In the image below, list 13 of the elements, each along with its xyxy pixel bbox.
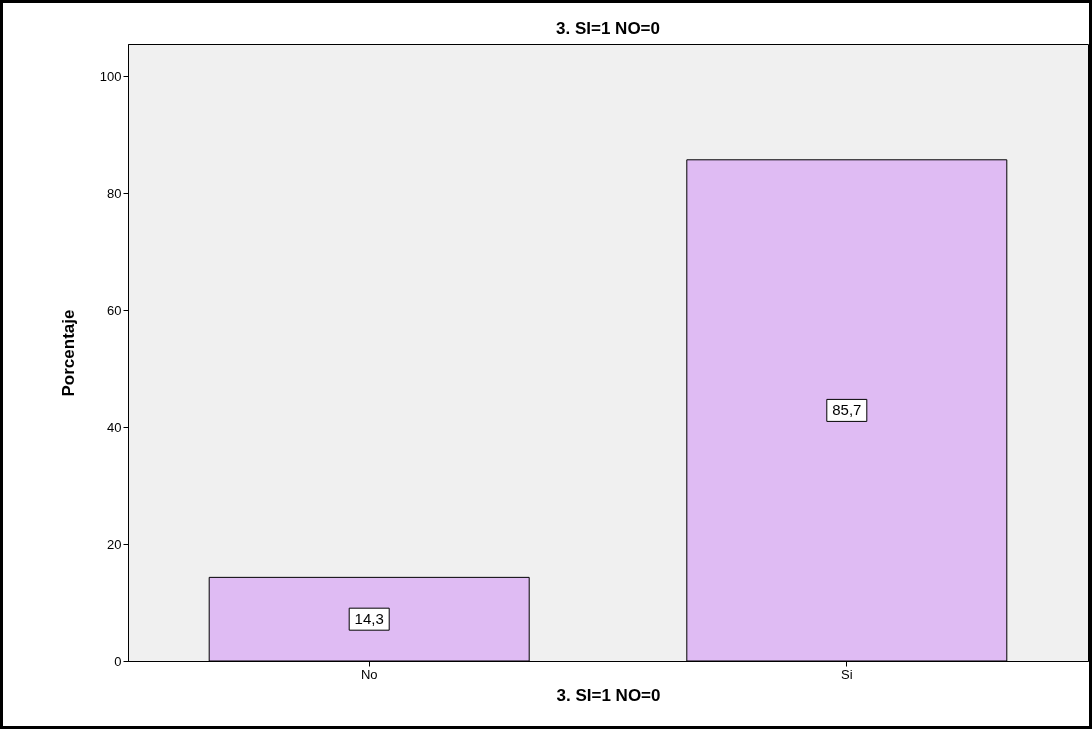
y-tick-label: 100 [99,68,122,84]
y-tick-label: 0 [114,653,122,669]
chart-title: 3. SI=1 NO=0 [556,19,660,38]
y-tick-label: 40 [107,419,122,435]
y-tick-label: 20 [107,536,122,552]
data-label: 85,7 [832,401,862,419]
y-axis-title: Porcentaje [58,309,78,397]
x-axis-title: 3. SI=1 NO=0 [556,685,661,705]
x-tick-label: No [360,666,378,682]
y-tick-label: 80 [107,185,122,201]
x-tick-label: Si [841,666,853,682]
data-label: 14,3 [354,610,384,628]
y-tick-label: 60 [107,302,122,318]
